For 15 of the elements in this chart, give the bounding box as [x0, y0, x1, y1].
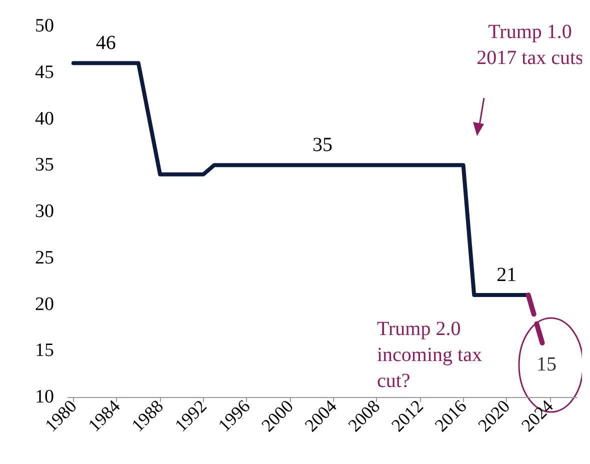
y-tick-label: 30 [35, 201, 54, 222]
annotation: 15 [536, 354, 557, 376]
annotation: Trump 2.0 incoming tax cut? [377, 318, 482, 392]
annotation: 35 [312, 134, 332, 156]
y-tick-label: 25 [35, 247, 54, 268]
y-tick-label: 10 [35, 386, 54, 408]
x-tick-label: 1992 [170, 396, 210, 436]
y-tick-label: 45 [35, 62, 54, 83]
y-tick-label: 35 [35, 154, 54, 176]
y-tick-label: 50 [35, 16, 54, 36]
y-tick-label: 20 [35, 294, 54, 315]
annotation: 46 [96, 32, 116, 54]
y-tick-label: 40 [35, 108, 54, 130]
annotation: 21 [496, 264, 517, 286]
y-tick-label: 15 [35, 340, 54, 362]
